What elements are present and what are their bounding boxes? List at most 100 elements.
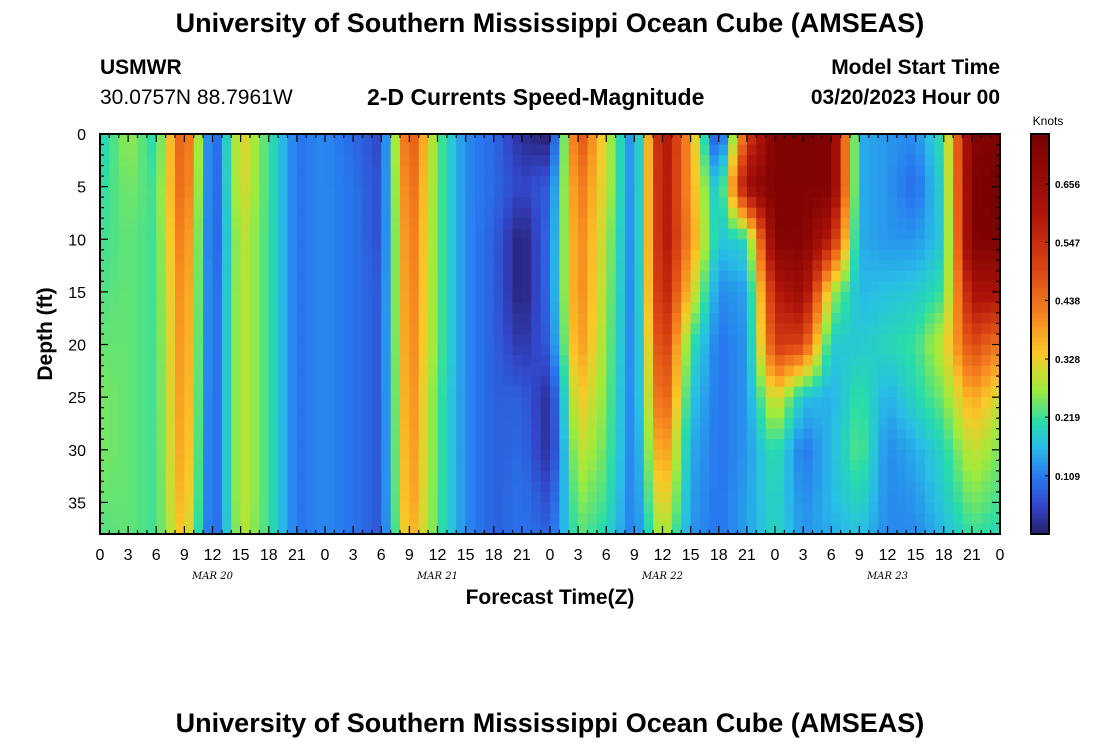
heatmap-cell [756, 428, 767, 440]
heatmap-cell [625, 260, 635, 272]
heatmap-cell [981, 344, 992, 356]
heatmap-cell [512, 428, 523, 440]
heatmap-cell [859, 186, 870, 198]
heatmap-cell [250, 397, 260, 409]
heatmap-cell [550, 523, 560, 535]
heatmap-cell [128, 207, 139, 219]
heatmap-cell [428, 355, 439, 367]
heatmap-cell [418, 281, 429, 293]
colorbar-swatch [1031, 142, 1049, 147]
heatmap-cell [109, 134, 120, 146]
heatmap-cell [653, 323, 664, 335]
heatmap-cell [118, 312, 129, 325]
heatmap-cell [531, 270, 542, 282]
heatmap-cell [203, 407, 214, 419]
heatmap-cell [812, 228, 823, 240]
heatmap-cell [915, 439, 926, 451]
heatmap-cell [193, 334, 204, 346]
heatmap-cell [671, 249, 682, 261]
heatmap-cell [831, 144, 842, 156]
heatmap-cell [878, 376, 889, 388]
heatmap-cell [915, 344, 926, 356]
heatmap-cell [456, 365, 467, 377]
heatmap-cell [540, 512, 551, 525]
heatmap-cell [146, 228, 157, 240]
heatmap-cell [296, 334, 307, 346]
heatmap-cell [212, 239, 223, 251]
heatmap-cell [718, 460, 729, 472]
heatmap-cell [878, 207, 889, 219]
heatmap-cell [765, 334, 776, 346]
heatmap-cell [550, 302, 560, 314]
heatmap-cell [775, 323, 785, 335]
heatmap-cell [831, 439, 842, 451]
heatmap-cell [906, 186, 917, 198]
heatmap-cell [184, 260, 195, 272]
heatmap-cell [100, 312, 110, 325]
heatmap-cell [259, 439, 270, 451]
heatmap-cell [821, 218, 832, 230]
heatmap-cell [765, 323, 776, 335]
heatmap-cell [521, 239, 532, 251]
heatmap-cell [943, 207, 954, 219]
heatmap-cell [409, 260, 420, 272]
heatmap-cell [400, 407, 410, 419]
heatmap-cell [409, 439, 420, 451]
heatmap-cell [521, 249, 532, 261]
heatmap-cell [690, 386, 701, 398]
heatmap-cell [400, 144, 410, 156]
heatmap-cell [484, 418, 495, 430]
heatmap-cell [137, 302, 148, 314]
heatmap-cell [737, 291, 748, 304]
heatmap-cell [353, 355, 364, 367]
heatmap-cell [278, 439, 289, 451]
heatmap-cell [512, 291, 523, 304]
x-tick-label: 15 [682, 547, 700, 564]
heatmap-cell [981, 428, 992, 440]
heatmap-cell [953, 491, 964, 504]
heatmap-cell [278, 312, 289, 325]
heatmap-cell [681, 228, 692, 240]
heatmap-cell [128, 218, 139, 230]
heatmap-cell [775, 144, 785, 156]
heatmap-cell [550, 481, 560, 493]
heatmap-cell [803, 523, 814, 535]
heatmap-cell [831, 239, 842, 251]
heatmap-cell [756, 512, 767, 525]
heatmap-cell [643, 344, 654, 356]
heatmap-cell [437, 197, 448, 209]
heatmap-cell [971, 134, 982, 146]
heatmap-cell [784, 155, 795, 167]
heatmap-cell [850, 334, 860, 346]
heatmap-cell [493, 376, 504, 388]
heatmap-cell [718, 249, 729, 261]
heatmap-cell [981, 197, 992, 209]
heatmap-cell [559, 355, 570, 367]
heatmap-cell [981, 186, 992, 198]
heatmap-cell [231, 197, 242, 209]
heatmap-cell [428, 439, 439, 451]
heatmap-cell [475, 144, 485, 156]
heatmap-cell [587, 407, 598, 419]
heatmap-cell [671, 407, 682, 419]
heatmap-cell [550, 218, 560, 230]
heatmap-cell [606, 249, 617, 261]
heatmap-cell [887, 418, 898, 430]
heatmap-cell [146, 386, 157, 398]
heatmap-cell [212, 523, 223, 535]
heatmap-cell [475, 491, 485, 504]
heatmap-cell [868, 228, 879, 240]
heatmap-cell [315, 176, 326, 188]
heatmap-cell [821, 291, 832, 304]
heatmap-cell [484, 512, 495, 525]
heatmap-cell [287, 144, 298, 156]
heatmap-cell [343, 523, 354, 535]
heatmap-cell [596, 481, 607, 493]
heatmap-cell [250, 134, 260, 146]
heatmap-cell [493, 197, 504, 209]
heatmap-cell [943, 344, 954, 356]
heatmap-cell [437, 460, 448, 472]
heatmap-cell [896, 386, 907, 398]
heatmap-cell [231, 418, 242, 430]
heatmap-cell [596, 291, 607, 304]
